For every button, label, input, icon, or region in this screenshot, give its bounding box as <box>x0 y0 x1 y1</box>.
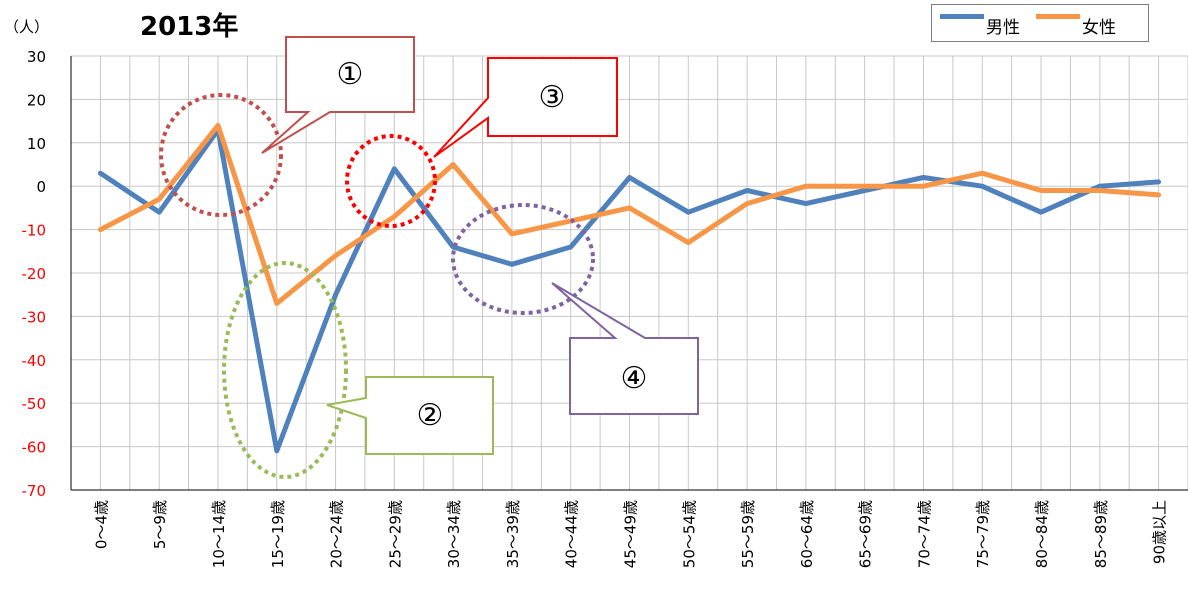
callout-3-label: ③ <box>539 80 566 115</box>
callout-2-box <box>326 376 494 455</box>
x-tick-label: 5～9歳 <box>151 500 169 549</box>
x-tick-label: 20～24歳 <box>328 500 346 568</box>
legend-male-label: 男性 <box>986 18 1020 38</box>
y-tick-label: -20 <box>22 265 47 283</box>
x-tick-label: 40～44歳 <box>563 500 581 568</box>
y-tick-labels: 30 20 10 0 -10 -20 -30 -40 -50 -60 -70 <box>22 48 47 500</box>
x-tick-label: 10～14歳 <box>210 500 228 568</box>
y-tick-label: 10 <box>27 135 46 153</box>
y-tick-label: 20 <box>27 91 46 109</box>
callout-1-box <box>261 36 415 154</box>
y-tick-label: -60 <box>22 439 47 457</box>
y-tick-label: 0 <box>36 178 46 196</box>
grid-lines <box>70 55 1188 491</box>
series-male-line <box>97 127 1162 454</box>
x-tick-label: 50～54歳 <box>680 500 698 568</box>
x-tick-label: 90歳以上 <box>1151 500 1169 564</box>
y-tick-label: 30 <box>27 48 46 66</box>
y-tick-label: -70 <box>22 482 47 500</box>
callout-3-box <box>433 57 618 158</box>
x-tick-label: 25～29歳 <box>386 500 404 568</box>
x-tick-label: 55～59歳 <box>739 500 757 568</box>
callout-2-ellipse <box>222 261 348 479</box>
x-tick-label: 65～69歳 <box>857 500 875 568</box>
series-female-line <box>97 122 1162 306</box>
y-tick-label: -40 <box>22 352 47 370</box>
x-tick-label: 60～64歳 <box>798 500 816 568</box>
legend-female-swatch <box>1036 14 1080 19</box>
y-tick-label: -30 <box>22 308 47 326</box>
x-tick-label: 45～49歳 <box>622 500 640 568</box>
x-tick-label: 15～19歳 <box>269 500 287 568</box>
x-tick-label: 0～4歳 <box>92 500 110 549</box>
x-tick-label: 75～79歳 <box>974 500 992 568</box>
callout-2: ② <box>222 261 494 479</box>
y-tick-label: -50 <box>22 395 47 413</box>
y-axis-unit: （人） <box>4 18 50 36</box>
legend-male-swatch <box>940 14 984 19</box>
callout-3: ③ <box>345 57 618 228</box>
series-lines <box>97 122 1162 454</box>
callout-3-ellipse <box>345 134 437 228</box>
callout-1-label: ① <box>337 57 364 92</box>
callout-1: ① <box>159 36 415 217</box>
y-tick-label: -10 <box>22 222 47 240</box>
callout-1-ellipse <box>159 93 283 217</box>
legend-female-label: 女性 <box>1082 18 1116 38</box>
callout-4: ④ <box>451 203 699 415</box>
x-tick-label: 85～89歳 <box>1092 500 1110 568</box>
callout-4-box <box>551 282 699 415</box>
x-tick-label: 30～34歳 <box>445 500 463 568</box>
callout-2-label: ② <box>417 398 444 433</box>
chart-title: 2013年 <box>140 12 239 42</box>
x-tick-labels: 0～4歳 5～9歳 10～14歳 15～19歳 20～24歳 25～29歳 30～34歳 35… <box>92 500 1168 568</box>
x-tick-label: 80～84歳 <box>1033 500 1051 568</box>
callout-4-ellipse <box>451 203 595 315</box>
x-tick-label: 70～74歳 <box>915 500 933 568</box>
axes <box>70 56 1188 491</box>
legend: 男性 女性 <box>931 4 1149 42</box>
callout-4-label: ④ <box>621 361 648 396</box>
x-tick-label: 35～39歳 <box>504 500 522 568</box>
